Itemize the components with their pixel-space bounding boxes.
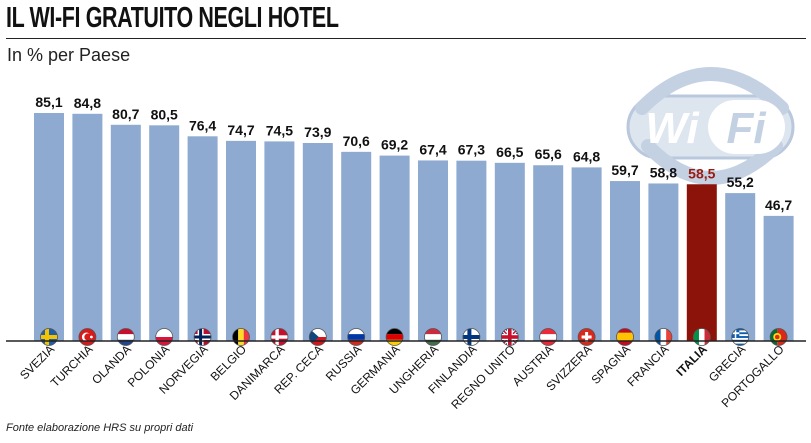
title-divider [6,38,806,39]
wifi-logo-text-right: Fi [726,104,766,153]
netherlands-flag-icon [116,328,135,346]
value-label-spagna: 59,7 [611,162,638,178]
value-label-ungheria: 67,4 [419,141,446,157]
value-label-francia: 58,8 [650,164,677,180]
bar-ungheria [418,160,448,341]
finland-flag-icon [462,328,481,346]
denmark-flag-icon [270,328,289,346]
value-label-turchia: 84,8 [74,95,101,111]
bar-svezia [34,113,64,341]
bar-belgio [226,140,256,341]
bar-regno-unito [494,162,525,341]
bar-austria [533,165,564,341]
bar-norvegia [187,136,218,341]
value-label-regno-unito: 66,5 [496,144,523,160]
bar-francia [648,183,679,341]
bar-olanda [110,124,141,341]
value-labels-group: 85,1 84,8 80,7 80,5 76,4 74,7 74,5 73,9 70,6 69,2… [35,94,792,213]
chart-title: IL WI-FI GRATUITO NEGLI HOTEL [6,2,339,34]
czech-flag-icon [308,328,327,346]
value-label-germania: 69,2 [381,137,408,153]
value-label-austria: 65,6 [535,146,562,162]
category-labels-group: SVEZIATURCHIAOLANDAPOLONIANORVEGIABELGIO… [17,342,787,412]
germany-flag-icon [385,328,404,346]
bar-finlandia [456,160,487,341]
sweden-flag-icon [40,328,58,346]
bar-russia [341,151,372,341]
bars-group [34,113,794,341]
chart-subtitle: In % per Paese [7,45,131,65]
value-label-russia: 70,6 [343,133,370,149]
value-label-finlandia: 67,3 [458,142,485,158]
category-label-francia: FRANCIA [624,342,671,389]
russia-flag-icon [347,328,366,346]
bar-portogallo [763,215,794,341]
value-label-svizzera: 64,8 [573,148,600,164]
value-label-danimarca: 74,5 [266,122,293,138]
value-label-norvegia: 76,4 [189,117,216,133]
spain-flag-icon [616,328,634,346]
greece-flag-icon [731,328,750,346]
france-flag-icon [654,328,673,346]
switzerland-flag-icon [577,328,596,346]
source-note: Fonte elaborazione HRS su propri dati [6,422,194,434]
hungary-flag-icon [424,328,442,346]
value-label-portogallo: 46,7 [765,197,792,213]
poland-flag-icon [155,328,174,346]
bar-rep-ceca [302,143,333,341]
value-label-svezia: 85,1 [35,94,62,110]
bar-danimarca [264,141,295,341]
bar-italia [686,184,717,341]
category-label-turchia: TURCHIA [48,342,96,390]
norway-flag-icon [193,328,212,346]
portugal-flag-icon [769,328,788,346]
bar-spagna [610,181,640,341]
value-label-olanda: 80,7 [112,106,139,122]
value-label-polonia: 80,5 [151,106,178,122]
belgium-flag-icon [232,328,250,346]
bar-germania [379,155,410,341]
wifi-logo-icon: Wi Fi [626,67,795,185]
wifi-logo-text-left: Wi [645,104,699,153]
bar-grecia [725,193,756,341]
bar-svizzera [571,167,602,341]
uk-flag-icon [500,328,519,346]
category-label-italia: ITALIA [673,342,710,379]
value-label-rep-ceca: 73,9 [304,124,331,140]
bar-polonia [149,125,180,341]
italy-flag-icon [692,328,711,346]
value-label-belgio: 74,7 [227,122,254,138]
turkey-flag-icon [78,328,97,346]
value-label-grecia: 55,2 [727,174,754,190]
bar-turchia [72,113,103,341]
value-label-italia: 58,5 [688,165,715,181]
austria-flag-icon [539,328,558,346]
